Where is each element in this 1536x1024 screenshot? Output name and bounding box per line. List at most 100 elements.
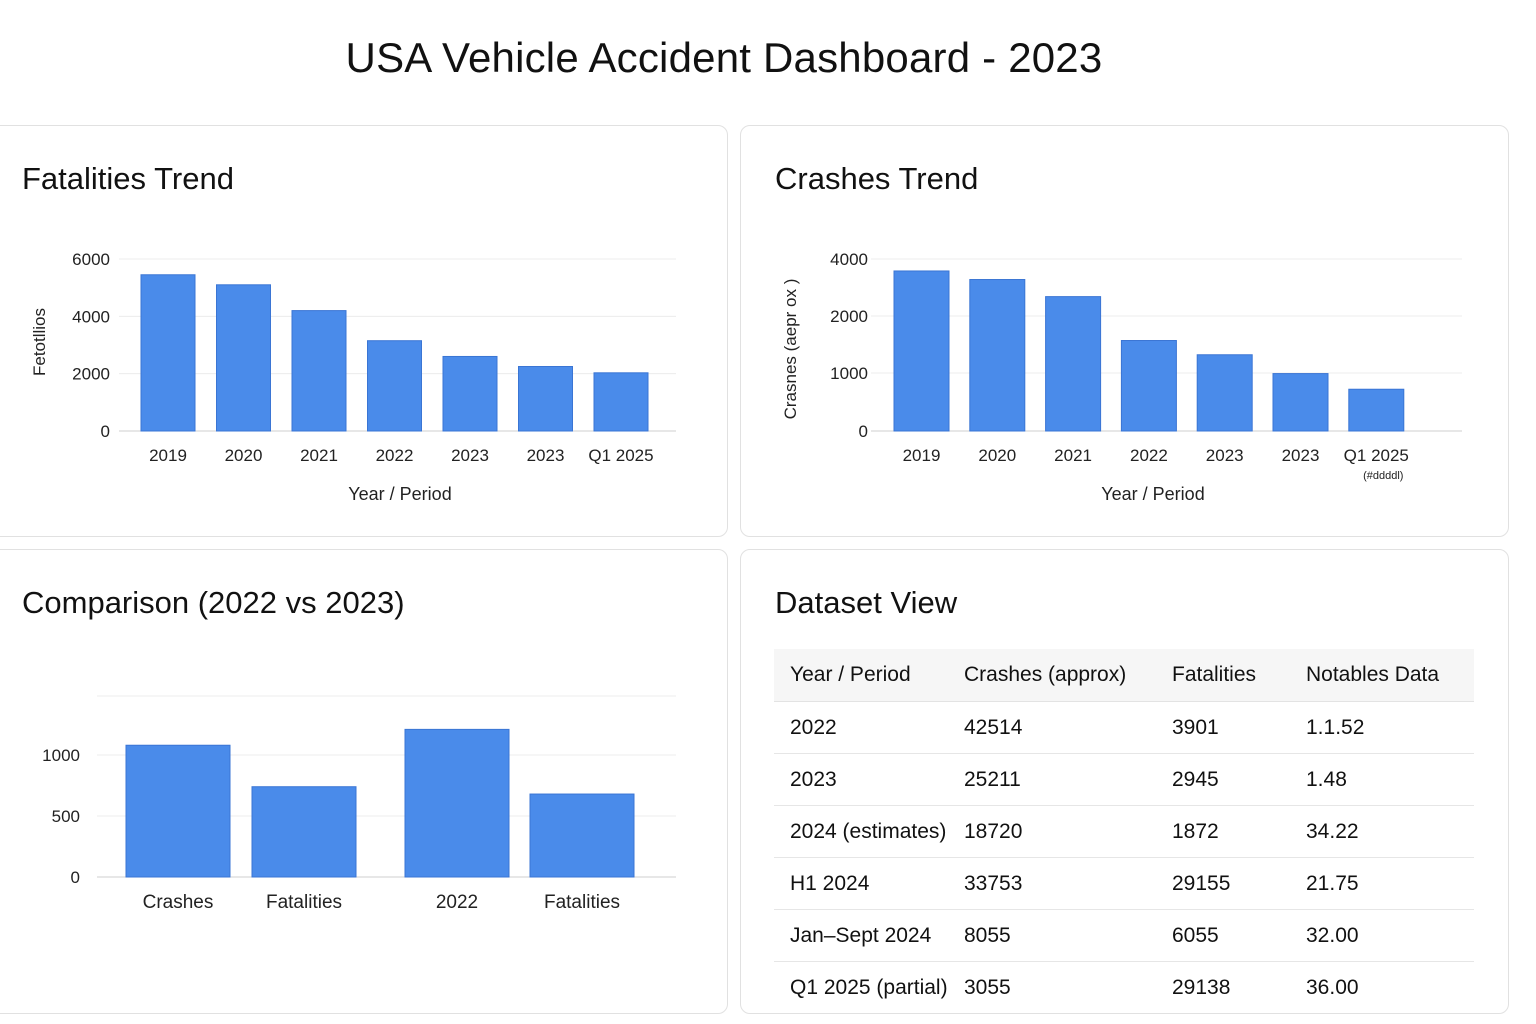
x-tick-label: 2023 [527,446,565,465]
bar [593,372,649,432]
comparison-panel: Comparison (2022 vs 2023) 0 500 1000 Crashe… [0,549,728,1014]
table-cell: 1872 [1156,805,1290,858]
table-cell: 29155 [1156,857,1290,910]
y-tick-label: 1000 [830,364,868,383]
y-tick-label: 0 [859,422,868,441]
x-tick-label: Q1 2025 [1344,446,1409,465]
fatalities-trend-chart: 0 2000 4000 6000 2019 2020 2021 2022 2023 2023 Q1 … [30,250,676,504]
table-cell: 6055 [1156,909,1290,962]
x-tick-label: 2022 [1130,446,1168,465]
y-axis-label: Crasnes (aepr ox ) [781,279,800,420]
x-tick-label: Fatalities [544,892,620,913]
bar [893,270,950,432]
table-cell: 3901 [1156,701,1290,754]
y-tick-label: 1000 [42,746,80,765]
x-tick-label: Crashes [143,892,214,913]
bar [1120,340,1177,432]
table-row: 2023 25211 2945 1.48 [774,753,1474,806]
table-cell: 36.00 [1306,975,1359,999]
table-cell: H1 2024 [774,857,951,910]
y-tick-label: 4000 [72,307,110,326]
comparison-chart: 0 500 1000 Crashes Fatalities 2022 Fatalities [42,695,676,913]
y-tick-label: 2000 [72,365,110,384]
x-tick-label: 2019 [149,446,187,465]
x-tick-label: 2023 [1282,446,1320,465]
bar [125,744,231,878]
column-header: Crashes (approx) [951,649,1156,702]
page-title: USA Vehicle Accident Dashboard - 2023 [345,34,1103,81]
table-cell: 2945 [1156,753,1290,806]
x-tick-label: 2020 [225,446,263,465]
table-cell: 1.1.52 [1290,701,1474,754]
crashes-trend-panel: Crashes Trend 0 1000 2000 4000 2019 2020 2021 2… [740,125,1509,537]
comparison-title: Comparison (2022 vs 2023) [22,585,405,620]
table-cell: 2022 [774,701,951,754]
dataset-view-panel: Dataset View Year / Period Crashes (appr… [740,549,1509,1014]
x-tick-label: 2020 [978,446,1016,465]
table-cell: Jan–Sept 2024 [774,909,951,962]
bar [251,786,357,878]
x-tick-sublabel: (#ddddl) [1363,470,1403,482]
crashes-trend-chart: 0 1000 2000 4000 2019 2020 2021 2022 2023 2023 Q1 … [781,250,1462,504]
crashes-trend-title: Crashes Trend [775,161,979,196]
table-row: Q1 2025 (partial) 3055 29138 36.00 [774,962,1474,1014]
table-cell: 18720 [951,805,1156,858]
table-cell: 21.75 [1290,857,1474,910]
x-tick-label: 2021 [300,446,338,465]
dataset-table: Year / Period Crashes (approx) Fatalitie… [774,649,1474,1013]
bar [1348,388,1405,432]
bar [216,284,271,432]
bar [291,310,347,432]
fatalities-trend-title: Fatalities Trend [22,161,234,196]
y-tick-label: 0 [101,422,110,441]
table-row: H1 2024 33753 29155 21.75 [774,857,1474,910]
x-tick-label: 2021 [1054,446,1092,465]
table-row: 2024 (estimates) 18720 1872 34.22 [774,805,1474,858]
x-tick-label: Q1 2025 [588,446,653,465]
bar [1196,354,1253,432]
table-cell: 8055 [951,909,1156,962]
x-tick-label: 2019 [903,446,941,465]
bar [969,279,1026,432]
table-cell: 33753 [951,857,1156,910]
y-tick-label: 0 [71,868,80,887]
bar [140,274,196,432]
x-tick-label: 2023 [1206,446,1244,465]
x-tick-label: 2022 [436,892,478,913]
bar [1045,296,1102,432]
x-axis-label: Year / Period [1101,484,1204,504]
x-tick-label: 2022 [376,446,414,465]
table-cell: Q1 2025 (partial) [790,975,948,999]
bar [529,793,635,878]
table-row: 2022 42514 3901 1.1.52 [774,701,1474,754]
table-cell: 32.00 [1290,909,1474,962]
x-tick-label: 2023 [451,446,489,465]
y-tick-label: 2000 [830,307,868,326]
table-header-row: Year / Period Crashes (approx) Fatalitie… [774,649,1474,702]
y-tick-label: 4000 [830,250,868,269]
table-cell: 1.48 [1290,753,1474,806]
y-tick-label: 6000 [72,250,110,269]
column-header: Notables Data [1290,649,1474,702]
y-axis-label: Fetotllios [30,308,49,376]
table-cell: 2023 [774,753,951,806]
table-cell: 29138 [1172,975,1231,999]
fatalities-trend-panel: Fatalities Trend 0 2000 4000 6000 2019 2020 20… [0,125,728,537]
table-row: Jan–Sept 2024 8055 6055 32.00 [774,909,1474,962]
x-tick-label: Fatalities [266,892,342,913]
bar [518,366,573,432]
table-cell: 25211 [951,753,1156,806]
table-cell: 3055 [964,975,1011,999]
table-cell: 34.22 [1290,805,1474,858]
column-header: Fatalities [1156,649,1290,702]
table-cell: 42514 [951,701,1156,754]
table-cell: 2024 (estimates) [774,805,951,858]
dataset-view-title: Dataset View [775,585,958,620]
bar [367,340,422,432]
bar [404,728,510,878]
x-axis-label: Year / Period [348,484,451,504]
y-tick-label: 500 [52,807,80,826]
column-header: Year / Period [774,649,951,702]
bar [442,355,498,432]
bar [1272,373,1329,432]
